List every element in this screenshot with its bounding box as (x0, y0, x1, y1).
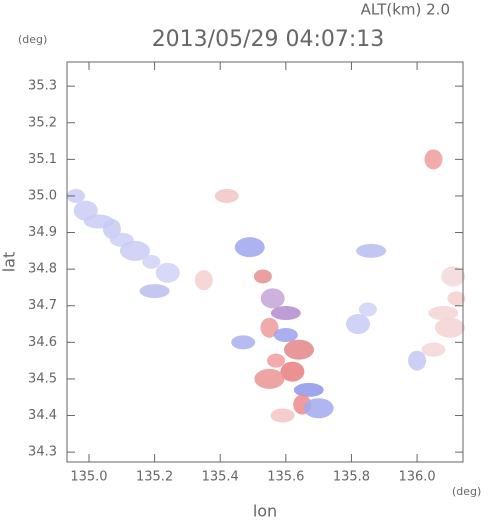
y-axis-label: lat (0, 252, 19, 273)
y-tick-label: 34.8 (28, 262, 57, 277)
echo (119, 240, 150, 261)
y-tick-label: 34.5 (28, 371, 57, 386)
echo (260, 317, 279, 338)
x-axis-label: lon (253, 502, 277, 521)
chart-title: 2013/05/29 04:07:13 (152, 27, 385, 52)
echo (428, 306, 459, 321)
echo (260, 288, 285, 309)
y-tick-label: 35.3 (28, 79, 57, 94)
echo (303, 398, 334, 419)
y-tick-label: 35.0 (28, 188, 57, 203)
echo (346, 314, 371, 335)
echo (408, 350, 427, 371)
x-tick-label: 135.0 (70, 470, 107, 485)
echo (283, 339, 314, 360)
x-tick-label: 135.2 (136, 470, 173, 485)
echo (270, 408, 295, 423)
echo (254, 368, 285, 389)
echo (280, 361, 305, 382)
echo (293, 382, 324, 397)
x-tick-label: 136.0 (398, 470, 435, 485)
annotation: ALT(km) 2.0 (361, 1, 450, 19)
y-tick-label: 35.2 (28, 115, 57, 130)
x-tick-label: 135.8 (333, 470, 370, 485)
echo (434, 317, 465, 338)
y-tick-label: 34.4 (28, 408, 57, 423)
echo (356, 243, 387, 258)
y-tick-label: 34.3 (28, 445, 57, 460)
echo (441, 266, 466, 287)
x-unit: (deg) (452, 485, 481, 498)
echo (266, 353, 285, 368)
y-tick-label: 34.9 (28, 225, 57, 240)
echo (270, 306, 301, 321)
echo (253, 269, 272, 284)
y-tick-label: 34.7 (28, 298, 57, 313)
y-tick-label: 35.1 (28, 152, 57, 167)
echo (139, 284, 170, 299)
echo (231, 335, 256, 350)
echo (421, 342, 446, 357)
echo (194, 270, 213, 291)
echo (234, 237, 265, 258)
echo (142, 254, 161, 269)
echo (155, 262, 180, 283)
echo (447, 291, 466, 306)
x-tick-label: 135.6 (267, 470, 304, 485)
y-tick-label: 34.6 (28, 335, 57, 350)
plot-frame (66, 61, 464, 463)
echo (273, 328, 298, 343)
echo (66, 188, 85, 203)
echo (214, 188, 239, 203)
echo (424, 149, 443, 170)
x-tick-label: 135.4 (202, 470, 239, 485)
echo (358, 302, 377, 317)
y-unit: (deg) (18, 33, 47, 46)
